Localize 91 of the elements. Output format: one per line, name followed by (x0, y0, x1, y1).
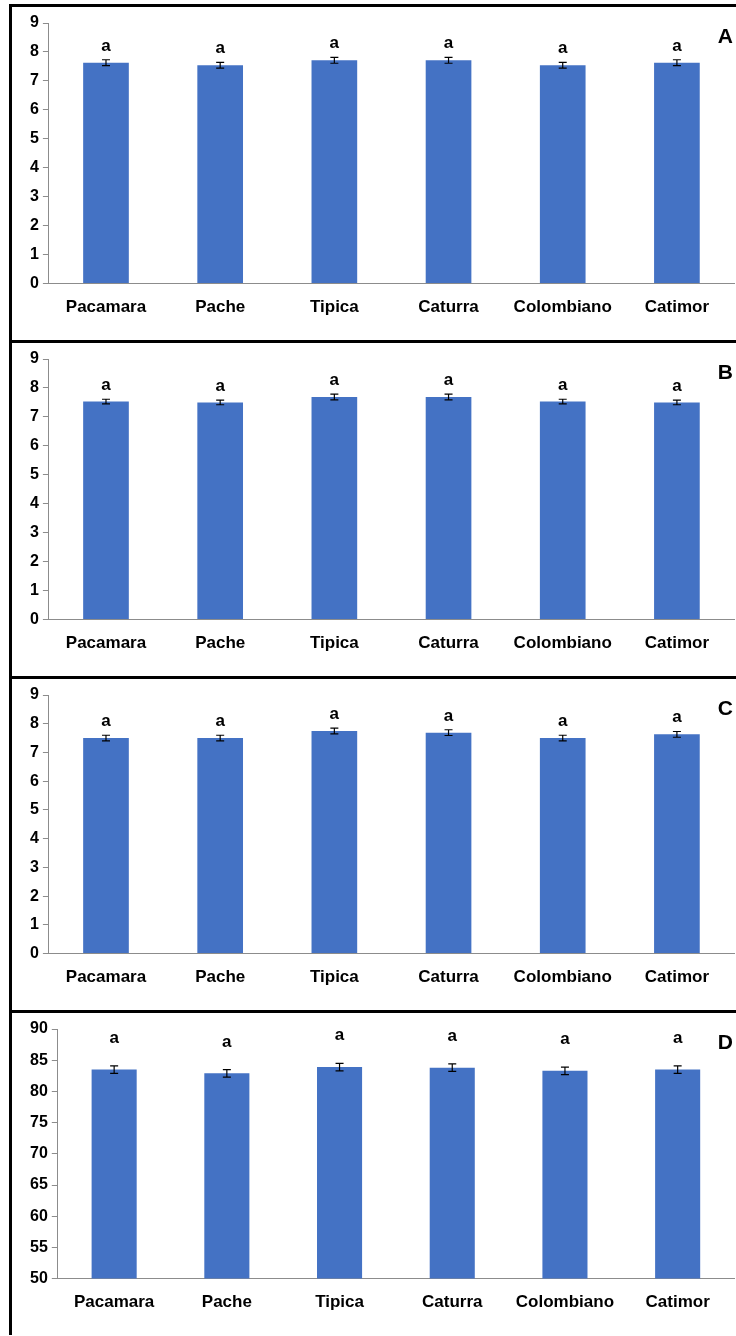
chart-title: D (717, 1029, 733, 1053)
y-tick-label: 75 (30, 1113, 48, 1131)
y-tick-label: 80 (30, 1081, 48, 1099)
y-tick-label: 9 (29, 685, 39, 703)
data-label: a (329, 33, 340, 53)
x-tick-label: Tipica (309, 297, 360, 317)
y-tick-label: 5 (29, 800, 39, 818)
data-label: a (101, 375, 112, 395)
x-tick-label: Pacamara (65, 967, 147, 987)
data-label: a (215, 711, 226, 731)
data-label: a (443, 370, 454, 390)
x-tick-label: Pache (195, 297, 246, 317)
y-tick-label: 0 (29, 944, 39, 962)
y-tick-label: 4 (29, 494, 39, 512)
data-label: a (560, 1029, 571, 1049)
x-tick-label: Colombiano (513, 633, 612, 653)
x-tick-label: Caturra (418, 967, 480, 987)
y-tick-label: 55 (30, 1237, 48, 1255)
x-tick-label: Pache (201, 1292, 252, 1312)
y-tick-label: 4 (29, 158, 39, 176)
chart-title: C (717, 695, 733, 719)
x-tick-label: Caturra (418, 633, 480, 653)
data-label: a (101, 711, 112, 731)
data-label: a (557, 375, 568, 395)
y-tick-label: 2 (29, 552, 39, 570)
x-tick-label: Pache (195, 967, 246, 987)
x-tick-label: Pache (195, 633, 246, 653)
x-tick-label: Tipica (309, 967, 360, 987)
y-tick-label: 5 (29, 129, 39, 147)
x-tick-label: Pacamara (65, 297, 147, 317)
y-tick-label: 7 (29, 407, 39, 425)
chart-title: B (717, 359, 733, 383)
x-tick-label: Tipica (309, 633, 360, 653)
y-tick-label: 0 (29, 274, 39, 292)
y-tick-label: 0 (29, 610, 39, 628)
y-tick-label: 6 (29, 100, 39, 118)
x-tick-label: Catimor (644, 967, 710, 987)
x-tick-label: Colombiano (515, 1292, 615, 1312)
y-tick-label: 1 (29, 915, 39, 933)
y-tick-label: 7 (29, 742, 39, 760)
y-tick-label: 6 (29, 436, 39, 454)
y-tick-label: 50 (30, 1269, 48, 1287)
x-tick-label: Colombiano (513, 967, 612, 987)
y-tick-label: 4 (29, 829, 39, 847)
y-tick-label: 8 (29, 378, 39, 396)
y-tick-label: 70 (30, 1144, 48, 1162)
data-label: a (672, 35, 683, 55)
y-tick-label: 65 (30, 1175, 48, 1193)
y-tick-label: 6 (29, 771, 39, 789)
y-tick-label: 8 (29, 42, 39, 60)
data-label: a (443, 33, 454, 53)
x-tick-label: Catimor (645, 1292, 711, 1312)
data-label: a (329, 370, 340, 390)
y-tick-label: 90 (30, 1019, 48, 1037)
y-tick-label: 2 (29, 216, 39, 234)
y-tick-label: 60 (30, 1206, 48, 1224)
x-tick-label: Caturra (422, 1292, 484, 1312)
y-tick-label: 2 (29, 886, 39, 904)
data-label: a (443, 705, 454, 725)
data-label: a (672, 376, 683, 396)
y-tick-label: 8 (29, 714, 39, 732)
x-tick-label: Colombiano (513, 297, 612, 317)
y-tick-label: 3 (29, 857, 39, 875)
y-tick-label: 1 (29, 581, 39, 599)
y-tick-label: 1 (29, 245, 39, 263)
y-tick-label: 3 (29, 187, 39, 205)
data-label: a (447, 1025, 458, 1045)
x-tick-label: Pacamara (73, 1292, 155, 1312)
y-tick-label: 3 (29, 523, 39, 541)
x-tick-label: Catimor (644, 633, 710, 653)
data-label: a (672, 1027, 683, 1047)
x-tick-label: Catimor (644, 297, 710, 317)
data-label: a (222, 1031, 233, 1051)
y-tick-label: 9 (29, 13, 39, 31)
x-tick-label: Pacamara (65, 633, 147, 653)
data-label: a (334, 1025, 345, 1045)
data-label: a (672, 707, 683, 727)
x-tick-label: Caturra (418, 297, 480, 317)
chart-title: A (717, 23, 733, 47)
y-tick-label: 9 (29, 349, 39, 367)
data-label: a (215, 38, 226, 58)
y-tick-label: 7 (29, 71, 39, 89)
data-label: a (329, 704, 340, 724)
x-tick-label: Tipica (315, 1292, 365, 1312)
y-tick-label: 85 (30, 1050, 48, 1068)
data-label: a (109, 1027, 120, 1047)
y-tick-label: 5 (29, 465, 39, 483)
data-label: a (101, 35, 112, 55)
data-label: a (557, 711, 568, 731)
data-label: a (557, 38, 568, 58)
data-label: a (215, 376, 226, 396)
